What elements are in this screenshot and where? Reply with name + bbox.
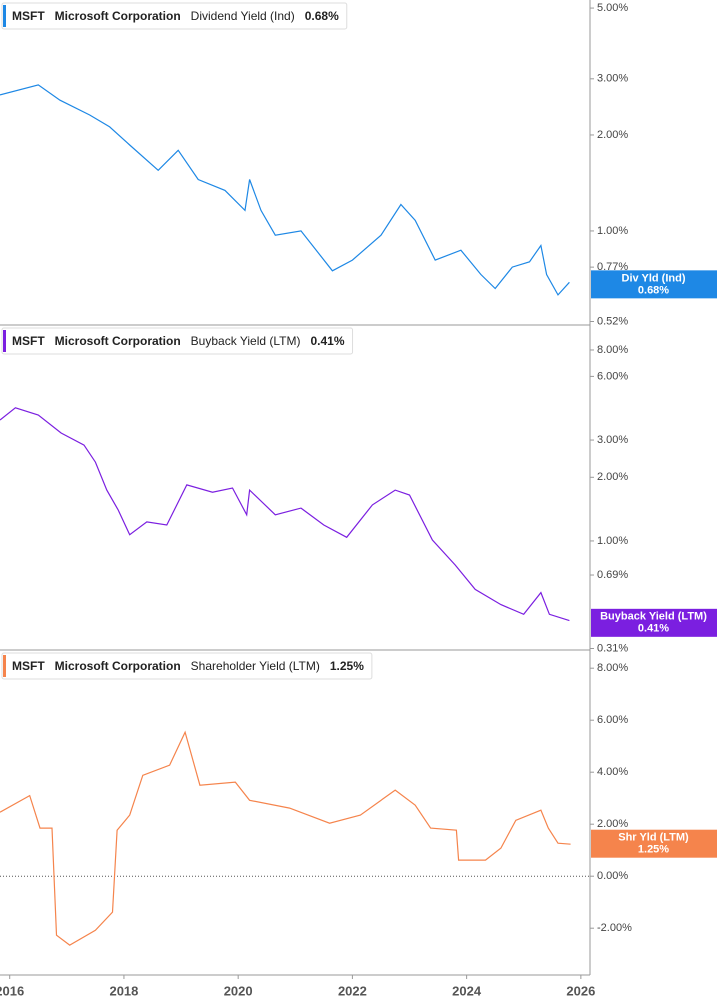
header-text: Microsoft Corporation xyxy=(55,9,181,23)
y-tick-label: 1.00% xyxy=(597,225,628,237)
header-text: MSFT xyxy=(12,334,45,348)
header-text: MSFT xyxy=(12,659,45,673)
header-text: 1.25% xyxy=(330,659,364,673)
value-box-name: Shr Yld (LTM) xyxy=(618,832,689,844)
value-box-name: Div Yld (Ind) xyxy=(622,272,686,284)
legend-header: MSFT Microsoft Corporation Dividend Yield … xyxy=(1,2,348,30)
y-tick-label: 0.31% xyxy=(597,642,628,654)
y-tick-label: 3.00% xyxy=(597,434,628,446)
header-color xyxy=(3,5,6,27)
y-tick-label: 8.00% xyxy=(597,662,628,674)
value-box xyxy=(591,608,717,637)
y-tick-label: 3.00% xyxy=(597,73,628,85)
y-tick-label: 6.00% xyxy=(597,370,628,382)
header-text: 0.68% xyxy=(305,9,339,23)
y-tick-label: -2.00% xyxy=(597,922,632,934)
header-bg xyxy=(1,327,354,355)
y-tick-label: 8.00% xyxy=(597,344,628,356)
header-bg xyxy=(1,2,348,30)
y-tick-label: 6.00% xyxy=(597,714,628,726)
y-tick-label: 2.00% xyxy=(597,129,628,141)
header-text: Microsoft Corporation xyxy=(55,659,181,673)
legend-header: MSFT Microsoft Corporation Shareholder Yie… xyxy=(1,652,373,680)
series-line xyxy=(0,730,571,946)
value-box-label: 0.41% xyxy=(638,623,669,635)
y-tick-label: 0.77% xyxy=(597,261,628,273)
header-text: Dividend Yield (Ind) xyxy=(191,9,295,23)
value-box-label: 1.25% xyxy=(638,844,669,856)
x-tick-label: 2022 xyxy=(338,983,367,998)
header-text: Microsoft Corporation xyxy=(55,334,181,348)
value-box xyxy=(591,829,717,858)
x-tick-label: 2026 xyxy=(566,983,595,998)
x-tick-label: 2018 xyxy=(109,983,138,998)
y-tick-label: 5.00% xyxy=(597,2,628,14)
y-tick-label: 1.00% xyxy=(597,535,628,547)
header-text: MSFT xyxy=(12,9,45,23)
header-text: Shareholder Yield (LTM) xyxy=(191,659,320,673)
y-tick-label: 0.00% xyxy=(597,870,628,882)
series-line xyxy=(0,407,570,622)
x-tick-label: 2016 xyxy=(0,983,24,998)
y-tick-label: 2.00% xyxy=(597,471,628,483)
header-text: Buyback Yield (LTM) xyxy=(191,334,301,348)
header-bg xyxy=(1,652,373,680)
y-tick-label: 0.52% xyxy=(597,315,628,327)
value-box xyxy=(591,270,717,299)
header-text: 0.41% xyxy=(311,334,345,348)
header-color xyxy=(3,330,6,352)
series-line xyxy=(0,84,570,296)
header-color xyxy=(3,655,6,677)
y-tick-label: 4.00% xyxy=(597,766,628,778)
x-tick-label: 2020 xyxy=(224,983,253,998)
x-tick-label: 2024 xyxy=(452,983,482,998)
y-tick-label: 0.69% xyxy=(597,569,628,581)
y-tick-label: 2.00% xyxy=(597,818,628,830)
value-box-label: 0.68% xyxy=(638,284,669,296)
value-box-name: Buyback Yield (LTM) xyxy=(600,611,707,623)
legend-header: MSFT Microsoft Corporation Buyback Yield (… xyxy=(1,327,354,355)
